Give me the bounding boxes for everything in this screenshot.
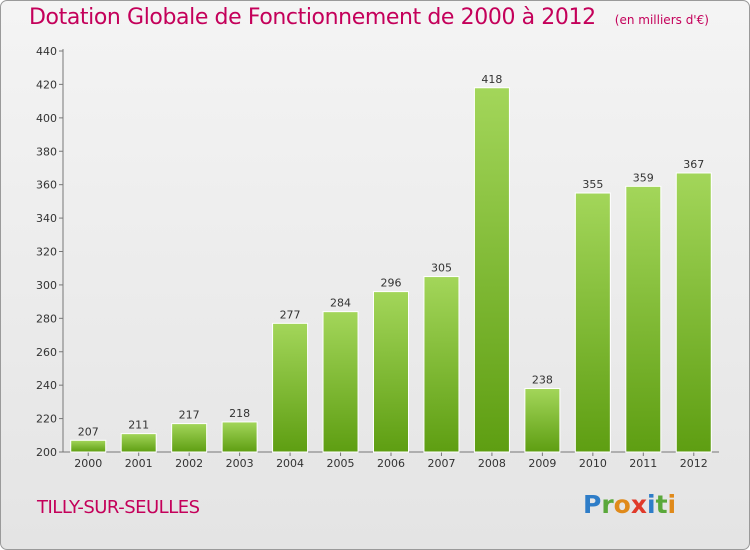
y-tick-label: 380: [36, 145, 57, 158]
data-label: 359: [633, 171, 654, 184]
y-tick-label: 220: [36, 413, 57, 426]
bars-group: 207 211 217 218 277 284 296 305 418 238 355 359 367: [70, 73, 712, 453]
data-label: 277: [280, 308, 301, 321]
bar: [373, 291, 409, 453]
bar: [322, 311, 359, 453]
data-label: 207: [78, 425, 99, 438]
bar: [171, 423, 208, 453]
bar: [625, 185, 662, 453]
x-tick-label: 2007: [427, 457, 455, 470]
x-tick-label: 2012: [680, 457, 708, 470]
y-tick-label: 340: [36, 212, 57, 225]
data-label: 355: [582, 178, 603, 191]
data-label: 238: [532, 374, 553, 387]
data-label: 296: [381, 277, 402, 290]
bar: [574, 192, 611, 453]
bar: [272, 322, 309, 453]
bar: [221, 421, 258, 453]
y-tick-label: 240: [36, 379, 57, 392]
x-tick-label: 2010: [579, 457, 607, 470]
x-tick-label: 2001: [125, 457, 153, 470]
y-tick-label: 400: [36, 112, 57, 125]
x-tick-label: 2002: [175, 457, 203, 470]
data-label: 218: [229, 407, 250, 420]
bar: [120, 433, 157, 453]
x-tick-label: 2005: [327, 457, 355, 470]
x-tick-label: 2006: [377, 457, 405, 470]
y-tick-label: 300: [36, 279, 57, 292]
y-tick-label: 320: [36, 246, 57, 259]
axes: 200 220 240 260 280 300 320 340 360 380 400 420 440 2…: [36, 45, 719, 470]
bar: [473, 87, 510, 453]
chart-unit: (en milliers d'€): [614, 13, 709, 27]
data-label: 211: [128, 419, 149, 432]
city-name: TILLY-SUR-SEULLES: [37, 497, 200, 518]
data-label: 284: [330, 297, 351, 310]
y-tick-label: 440: [36, 45, 57, 58]
bar: [423, 276, 460, 453]
bar: [524, 388, 561, 453]
x-tick-label: 2009: [528, 457, 556, 470]
y-tick-label: 420: [36, 78, 57, 91]
y-tick-label: 360: [36, 179, 57, 192]
proxiti-logo: Proxiti: [583, 490, 677, 519]
x-tick-label: 2000: [74, 457, 102, 470]
x-tick-label: 2003: [226, 457, 254, 470]
x-tick-label: 2011: [629, 457, 657, 470]
y-tick-label: 260: [36, 346, 57, 359]
bar: [70, 439, 107, 453]
y-tick-label: 200: [36, 446, 57, 459]
title-row: Dotation Globale de Fonctionnement de 20…: [29, 5, 709, 30]
y-tick-label: 280: [36, 312, 57, 325]
data-label: 217: [179, 409, 200, 422]
data-label: 367: [683, 158, 704, 171]
chart-title: Dotation Globale de Fonctionnement de 20…: [29, 5, 596, 30]
data-label: 305: [431, 262, 452, 275]
x-tick-label: 2004: [276, 457, 304, 470]
x-tick-label: 2008: [478, 457, 506, 470]
data-label: 418: [481, 73, 502, 86]
bar: [675, 172, 712, 453]
